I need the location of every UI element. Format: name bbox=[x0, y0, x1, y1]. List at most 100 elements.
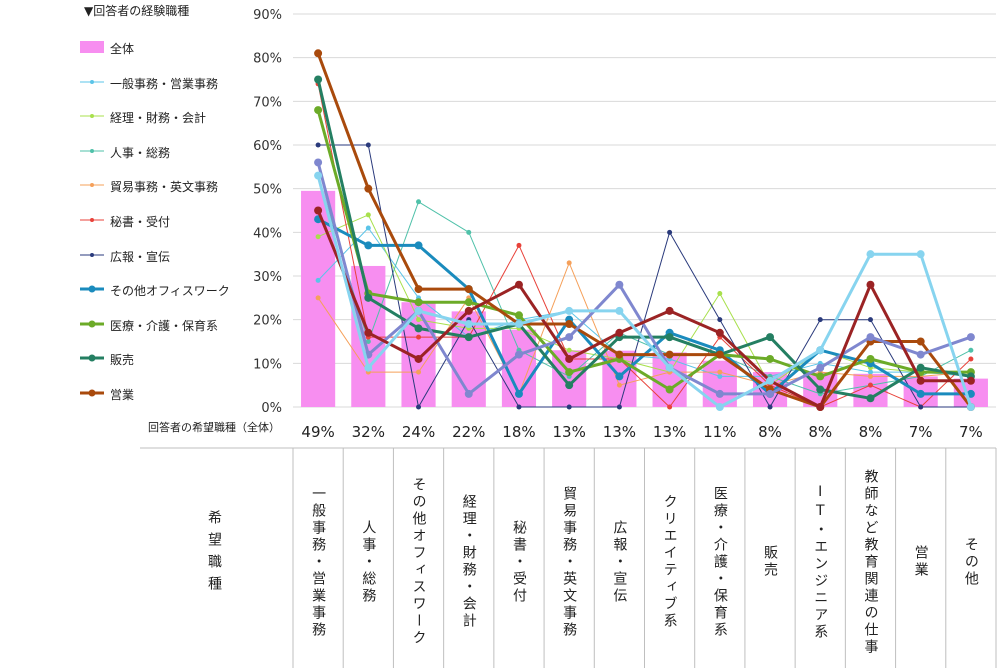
legend-swatch-marker bbox=[88, 320, 96, 328]
legend-item: 営業 bbox=[80, 384, 250, 404]
category-label-line: 経理・財務・会計 bbox=[460, 494, 477, 630]
series-point bbox=[968, 356, 974, 362]
bar-label: 22% bbox=[452, 423, 485, 441]
bar-label: 13% bbox=[553, 423, 586, 441]
series-point bbox=[314, 206, 323, 215]
series-point bbox=[866, 354, 875, 363]
category-label: 貿易事務・ 英文事務 bbox=[544, 462, 594, 662]
legend-swatch bbox=[80, 41, 104, 53]
series-point bbox=[816, 346, 825, 355]
legend-label: 一般事務・営業事務 bbox=[110, 76, 219, 91]
series-point bbox=[565, 381, 574, 390]
series-line-1 bbox=[317, 227, 971, 377]
series-point bbox=[364, 328, 373, 337]
series-point bbox=[966, 376, 975, 385]
category-label-line: 人事・総務 bbox=[360, 519, 377, 605]
legend-item: 医療・介護・保育系 bbox=[80, 315, 250, 335]
legend-swatch bbox=[80, 354, 104, 362]
series-point bbox=[566, 347, 572, 353]
series-point bbox=[315, 234, 321, 240]
series-point bbox=[516, 242, 522, 248]
category-label-line: 秘書・受付 bbox=[510, 519, 527, 605]
bar-label: 32% bbox=[352, 423, 385, 441]
series-point bbox=[416, 369, 422, 375]
legend-item: 販売 bbox=[80, 349, 250, 369]
legend-label: 全体 bbox=[110, 42, 135, 56]
legend-swatch bbox=[80, 114, 104, 119]
bar-label: 8% bbox=[859, 423, 883, 441]
category-label: 販売 bbox=[745, 462, 795, 662]
legend-item: 経理・財務・会計 bbox=[80, 107, 250, 127]
series-point bbox=[565, 333, 574, 342]
legend-item: 広報・宣伝 bbox=[80, 246, 250, 266]
bar-label: 8% bbox=[808, 423, 832, 441]
series-point bbox=[565, 354, 574, 363]
series-point bbox=[766, 389, 775, 398]
legend-label: 貿易事務・英文事務 bbox=[110, 180, 219, 195]
series-point bbox=[365, 212, 371, 218]
series-point bbox=[816, 385, 825, 394]
category-label: 教師など 教育関連の仕事 bbox=[845, 462, 895, 662]
bar-label: 7% bbox=[959, 423, 983, 441]
series-point bbox=[314, 75, 323, 84]
series-point bbox=[867, 382, 873, 388]
series-point bbox=[918, 404, 924, 410]
series-point bbox=[715, 403, 724, 411]
series-point bbox=[414, 241, 423, 250]
legend-title: ▼回答者の経験職種 bbox=[84, 4, 190, 18]
y-tick-label: 60% bbox=[253, 139, 282, 154]
series-point bbox=[816, 403, 825, 411]
series-point bbox=[464, 285, 473, 294]
series-point bbox=[966, 403, 975, 411]
legend-swatch-marker bbox=[88, 389, 96, 397]
legend-item: 人事・総務 bbox=[80, 142, 250, 162]
series-point bbox=[866, 333, 875, 342]
legend-swatch bbox=[80, 79, 104, 84]
series-point bbox=[717, 290, 723, 296]
row-header: 回答者の希望職種（全体） bbox=[148, 421, 280, 434]
series-point bbox=[916, 376, 925, 385]
series-point bbox=[916, 363, 925, 372]
bar-label: 24% bbox=[402, 423, 435, 441]
category-label-line: 保育系 bbox=[711, 587, 728, 639]
series-point bbox=[867, 317, 873, 323]
series-line-5 bbox=[317, 83, 972, 408]
category-label-line: その他 bbox=[962, 536, 979, 588]
series-point bbox=[464, 333, 473, 342]
series-point bbox=[615, 372, 624, 381]
series-line-3 bbox=[317, 175, 972, 395]
y-axis-ticks: 0% 10% 20% 30% 40% 50% 60% 70% 80% 90% bbox=[253, 8, 282, 416]
series-point bbox=[866, 250, 875, 259]
series-point bbox=[416, 334, 422, 340]
category-label: IT・ エンジニア系 bbox=[795, 462, 845, 662]
category-label: 営業 bbox=[896, 462, 946, 662]
series-lines bbox=[314, 49, 975, 411]
legend-label: 医療・介護・保育系 bbox=[110, 318, 219, 333]
series-point bbox=[416, 317, 422, 323]
legend-swatch-marker bbox=[90, 79, 94, 84]
series-point bbox=[615, 280, 624, 289]
legend-swatch bbox=[80, 183, 104, 188]
category-label-line: 営業事務 bbox=[310, 570, 327, 639]
series-point bbox=[665, 306, 674, 315]
legend-item: 一般事務・営業事務 bbox=[80, 73, 250, 93]
category-label-line: エンジニア系 bbox=[812, 538, 829, 641]
series-point bbox=[364, 363, 373, 372]
series-point bbox=[715, 328, 724, 337]
series-point bbox=[464, 306, 473, 315]
legend-swatch bbox=[80, 320, 104, 328]
series-point bbox=[615, 306, 624, 315]
y-tick-label: 70% bbox=[253, 95, 282, 110]
category-label-line: 英文事務 bbox=[561, 570, 578, 639]
legend-swatch bbox=[80, 252, 104, 257]
series-point bbox=[514, 280, 523, 289]
bar-label: 7% bbox=[909, 423, 933, 441]
category-label-line: IT・ bbox=[812, 483, 829, 539]
series-line-10 bbox=[316, 52, 973, 409]
series-line-12 bbox=[316, 209, 971, 409]
legend-item: 全体 bbox=[80, 38, 250, 58]
category-label-line: 教師など bbox=[862, 468, 879, 537]
series-point bbox=[464, 320, 473, 329]
series-point bbox=[565, 320, 574, 329]
legend-label: 人事・総務 bbox=[110, 145, 171, 160]
